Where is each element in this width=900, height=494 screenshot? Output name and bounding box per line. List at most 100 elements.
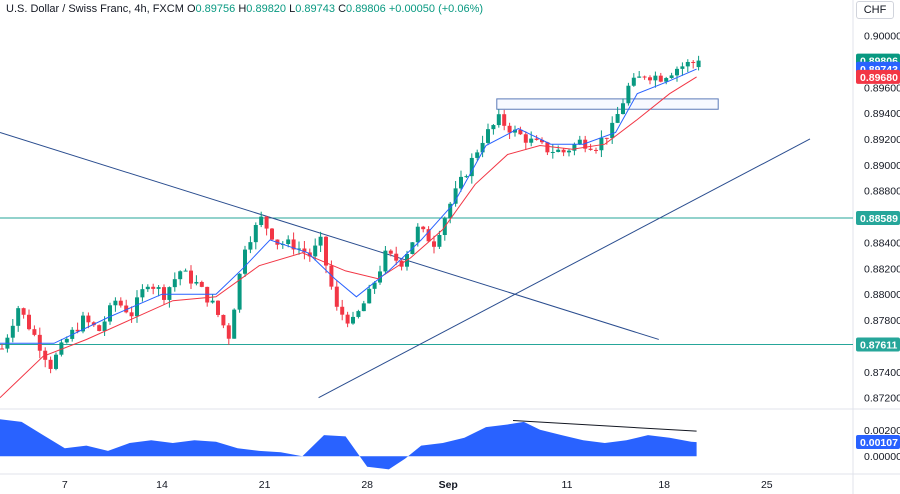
oscillator-divergence-line xyxy=(512,420,697,432)
candle-body xyxy=(86,315,91,323)
candle-body xyxy=(577,139,582,145)
fast-moving-average xyxy=(0,68,697,344)
price-tick-label-7: 0.88400 xyxy=(864,237,900,249)
candle-body xyxy=(167,287,172,300)
candle-body xyxy=(664,78,669,82)
time-tick-label-1: 14 xyxy=(156,479,168,491)
candle-body xyxy=(334,286,339,307)
oscillator-area xyxy=(0,419,697,470)
trend-line-0 xyxy=(0,132,659,340)
candle-body xyxy=(642,76,647,78)
candle-body xyxy=(259,216,264,226)
candle-body xyxy=(491,125,496,130)
candle-body xyxy=(237,273,242,310)
candle-body xyxy=(135,297,139,317)
candle-body xyxy=(37,334,42,351)
candle-body xyxy=(415,226,420,243)
candle-body xyxy=(356,311,361,317)
low-label: L xyxy=(289,3,296,15)
candle-body xyxy=(545,142,550,153)
candle-body xyxy=(372,282,377,289)
candle-body xyxy=(318,236,323,246)
candle-body xyxy=(437,235,442,247)
candle-body xyxy=(270,228,274,240)
candle-body xyxy=(129,312,134,317)
candle-body xyxy=(496,114,501,126)
candle-body xyxy=(16,308,21,326)
candle-body xyxy=(448,203,453,219)
candle-body xyxy=(669,75,674,79)
candle-body xyxy=(248,242,253,250)
close-value: 0.89806 xyxy=(346,3,386,15)
candle-body xyxy=(648,77,652,81)
candle-body xyxy=(226,325,231,339)
candle-body xyxy=(243,249,247,274)
candle-body xyxy=(513,129,517,133)
candle-body xyxy=(156,287,161,289)
price-tick-label-9: 0.88000 xyxy=(864,289,900,301)
time-tick-label-5: 11 xyxy=(562,479,573,491)
symbol-title[interactable]: U.S. Dollar / Swiss Franc, 4h, FXCM xyxy=(6,3,184,15)
candle-body xyxy=(432,241,436,247)
candle-body xyxy=(97,325,102,331)
candle-body xyxy=(685,61,690,67)
candle-body xyxy=(518,129,523,135)
candle-body xyxy=(27,314,31,330)
candle-body xyxy=(253,225,258,243)
close-label: C xyxy=(338,3,347,15)
range-rectangle xyxy=(496,98,719,110)
candle-body xyxy=(145,286,150,290)
change-value: +0.00050 (+0.06%) xyxy=(388,3,484,15)
candle-body xyxy=(696,60,701,68)
trend-line-1 xyxy=(318,138,811,399)
candle-body xyxy=(658,75,663,82)
candle-body xyxy=(680,66,685,69)
candle-body xyxy=(583,139,588,149)
candle-body xyxy=(340,306,345,315)
price-tag-box xyxy=(856,69,900,84)
candle-body xyxy=(264,216,269,229)
candle-body xyxy=(189,270,193,284)
candle-body xyxy=(426,229,431,242)
candle-body xyxy=(621,103,625,115)
currency-button[interactable]: CHF xyxy=(856,1,894,19)
osc-tick-label-0: 0.00200 xyxy=(864,425,900,437)
candle-body xyxy=(199,281,204,287)
candle-body xyxy=(232,309,237,339)
price-tick-label-0: 0.90000 xyxy=(864,31,900,43)
candle-body xyxy=(108,305,112,322)
candle-body xyxy=(194,281,199,284)
price-tag-4: 0.87611 xyxy=(856,337,900,352)
candle-body xyxy=(64,338,69,343)
candle-body xyxy=(59,342,64,355)
time-tick-label-6: 18 xyxy=(658,479,670,491)
candle-body xyxy=(453,188,458,204)
osc-value-box xyxy=(856,435,900,450)
candle-body xyxy=(475,152,480,158)
candle-body xyxy=(367,288,372,304)
candle-body xyxy=(302,248,307,253)
candle-body xyxy=(464,176,469,178)
candle-body xyxy=(469,157,474,177)
price-tag-box xyxy=(856,211,900,226)
candle-body xyxy=(297,248,301,250)
candle-body xyxy=(345,314,350,324)
price-tag-box xyxy=(856,337,900,352)
candle-body xyxy=(0,348,4,350)
candle-body xyxy=(421,226,426,230)
candle-body xyxy=(210,300,215,303)
candle-body xyxy=(523,134,528,143)
candle-body xyxy=(351,316,355,324)
candle-body xyxy=(567,150,571,153)
slow-moving-average xyxy=(0,76,697,399)
candle-body xyxy=(610,122,615,139)
price-tick-label-10: 0.87800 xyxy=(864,315,900,327)
candle-body xyxy=(140,289,145,298)
candle-body xyxy=(534,138,539,140)
candle-body xyxy=(653,75,658,81)
candle-body xyxy=(594,149,598,151)
time-tick-label-2: 21 xyxy=(259,479,271,491)
candle-body xyxy=(286,239,291,245)
osc-value-tag: 0.00107 xyxy=(856,435,900,450)
